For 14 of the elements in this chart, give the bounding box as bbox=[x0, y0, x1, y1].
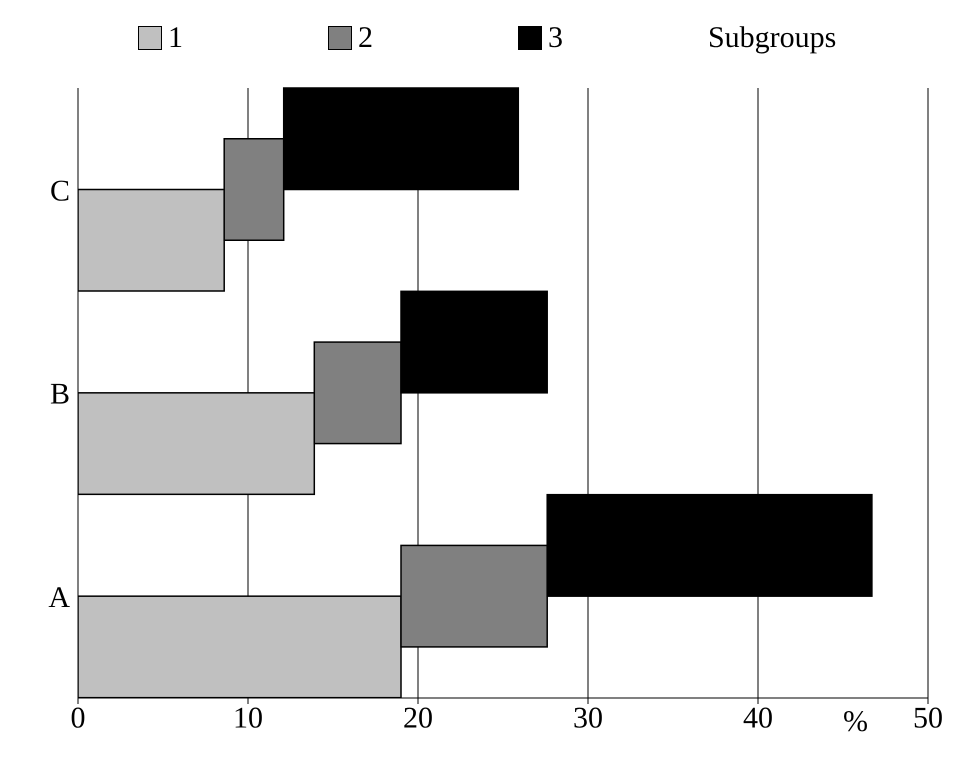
x-tick-label: 20 bbox=[403, 701, 433, 734]
x-tick-label: 40 bbox=[743, 701, 773, 734]
legend-label: 1 bbox=[168, 21, 183, 55]
y-tick-label: B bbox=[50, 378, 70, 411]
legend-label: 3 bbox=[548, 21, 563, 55]
legend-title: Subgroups bbox=[708, 21, 836, 55]
x-tick-label: 50 bbox=[913, 701, 943, 734]
x-tick-label: 0 bbox=[70, 701, 86, 734]
x-tick-label: 10 bbox=[233, 701, 263, 734]
y-tick-label: C bbox=[50, 174, 70, 208]
legend-label: 2 bbox=[358, 21, 373, 55]
x-axis-title: % bbox=[843, 705, 868, 738]
x-tick-label: 30 bbox=[573, 701, 603, 734]
y-tick-label: A bbox=[48, 580, 70, 614]
